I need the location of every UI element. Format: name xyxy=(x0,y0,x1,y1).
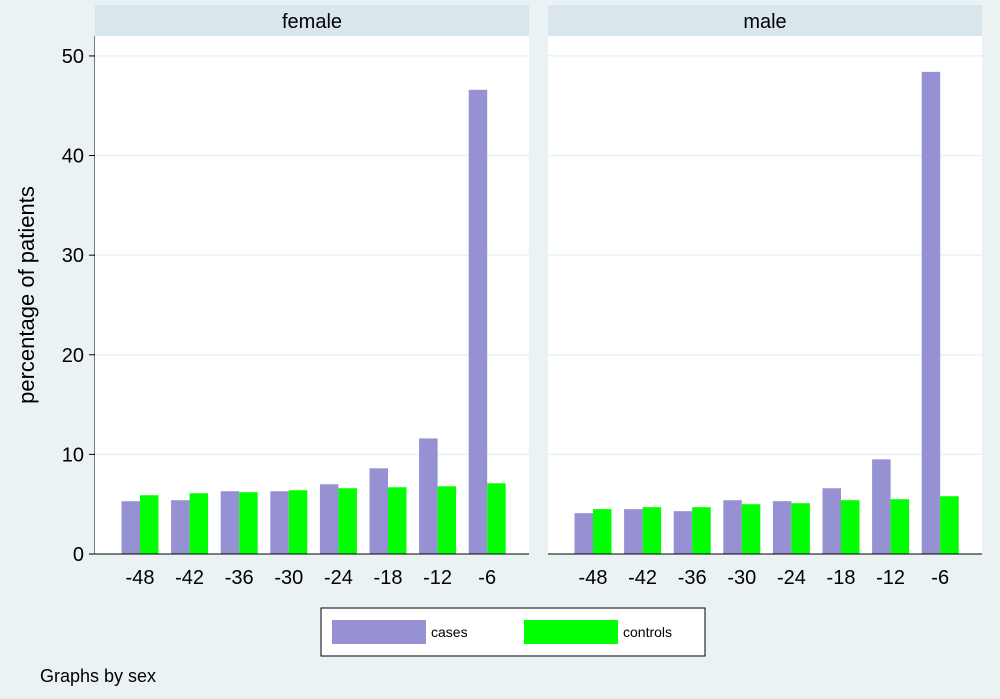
bar-cases xyxy=(468,89,488,555)
y-tick-label: 30 xyxy=(62,245,84,267)
x-tick-label: -30 xyxy=(274,567,303,589)
x-tick-label: -18 xyxy=(374,567,403,589)
bar-controls xyxy=(338,488,357,554)
x-tick-label: -42 xyxy=(175,567,204,589)
bar-cases xyxy=(723,500,742,554)
bar-controls xyxy=(890,499,910,554)
bar-cases xyxy=(574,513,593,554)
plot-area xyxy=(95,36,529,554)
bar-controls xyxy=(692,507,711,554)
x-tick-label: -24 xyxy=(324,567,353,589)
x-tick-label: -12 xyxy=(423,567,452,589)
y-tick-label: 10 xyxy=(62,444,84,466)
y-tick-label: 50 xyxy=(62,46,84,68)
bar-cases xyxy=(624,509,643,554)
x-tick-label: -30 xyxy=(727,567,756,589)
bar-controls xyxy=(841,500,860,554)
bar-cases xyxy=(369,468,388,554)
bar-controls xyxy=(189,493,209,554)
y-axis-title: percentage of patients xyxy=(14,186,39,404)
x-tick-label: -48 xyxy=(579,567,608,589)
panel-title: male xyxy=(743,11,786,33)
y-tick-label: 20 xyxy=(62,345,84,367)
bar-controls xyxy=(437,486,457,554)
y-tick-label: 0 xyxy=(73,544,84,566)
bar-cases xyxy=(319,484,339,554)
bar-controls xyxy=(288,490,308,554)
legend-swatch-cases xyxy=(332,620,426,644)
bar-cases xyxy=(822,488,841,554)
x-tick-label: -6 xyxy=(931,567,949,589)
legend-label-controls: controls xyxy=(623,624,672,640)
bar-cases xyxy=(171,500,190,554)
plot-area xyxy=(548,36,982,554)
bar-controls xyxy=(239,492,258,554)
x-tick-label: -6 xyxy=(478,567,496,589)
bar-controls xyxy=(140,495,159,554)
bar-controls xyxy=(791,503,810,554)
x-tick-label: -48 xyxy=(126,567,155,589)
panel-title: female xyxy=(282,11,342,33)
bar-controls xyxy=(741,504,761,554)
x-tick-label: -12 xyxy=(876,567,905,589)
bar-controls xyxy=(487,483,506,554)
bar-cases xyxy=(872,459,891,554)
bar-cases xyxy=(772,501,792,554)
x-tick-label: -18 xyxy=(827,567,856,589)
bar-controls xyxy=(940,496,959,554)
bar-controls xyxy=(642,507,662,554)
y-tick-label: 40 xyxy=(62,146,84,168)
bar-controls xyxy=(593,509,612,554)
panel-header xyxy=(548,5,982,36)
graphs-by-note: Graphs by sex xyxy=(40,666,157,686)
panel-header xyxy=(95,5,529,36)
bar-cases xyxy=(921,71,941,554)
legend-label-cases: cases xyxy=(431,624,468,640)
x-tick-label: -42 xyxy=(628,567,657,589)
x-tick-label: -36 xyxy=(225,567,254,589)
bar-controls xyxy=(388,487,407,554)
bar-cases xyxy=(270,491,289,554)
bar-cases xyxy=(121,501,140,554)
legend-swatch-controls xyxy=(524,620,618,644)
bar-cases xyxy=(419,438,438,554)
x-tick-label: -36 xyxy=(678,567,707,589)
x-tick-label: -24 xyxy=(777,567,806,589)
bar-cases xyxy=(673,511,693,554)
bar-cases xyxy=(220,491,240,554)
